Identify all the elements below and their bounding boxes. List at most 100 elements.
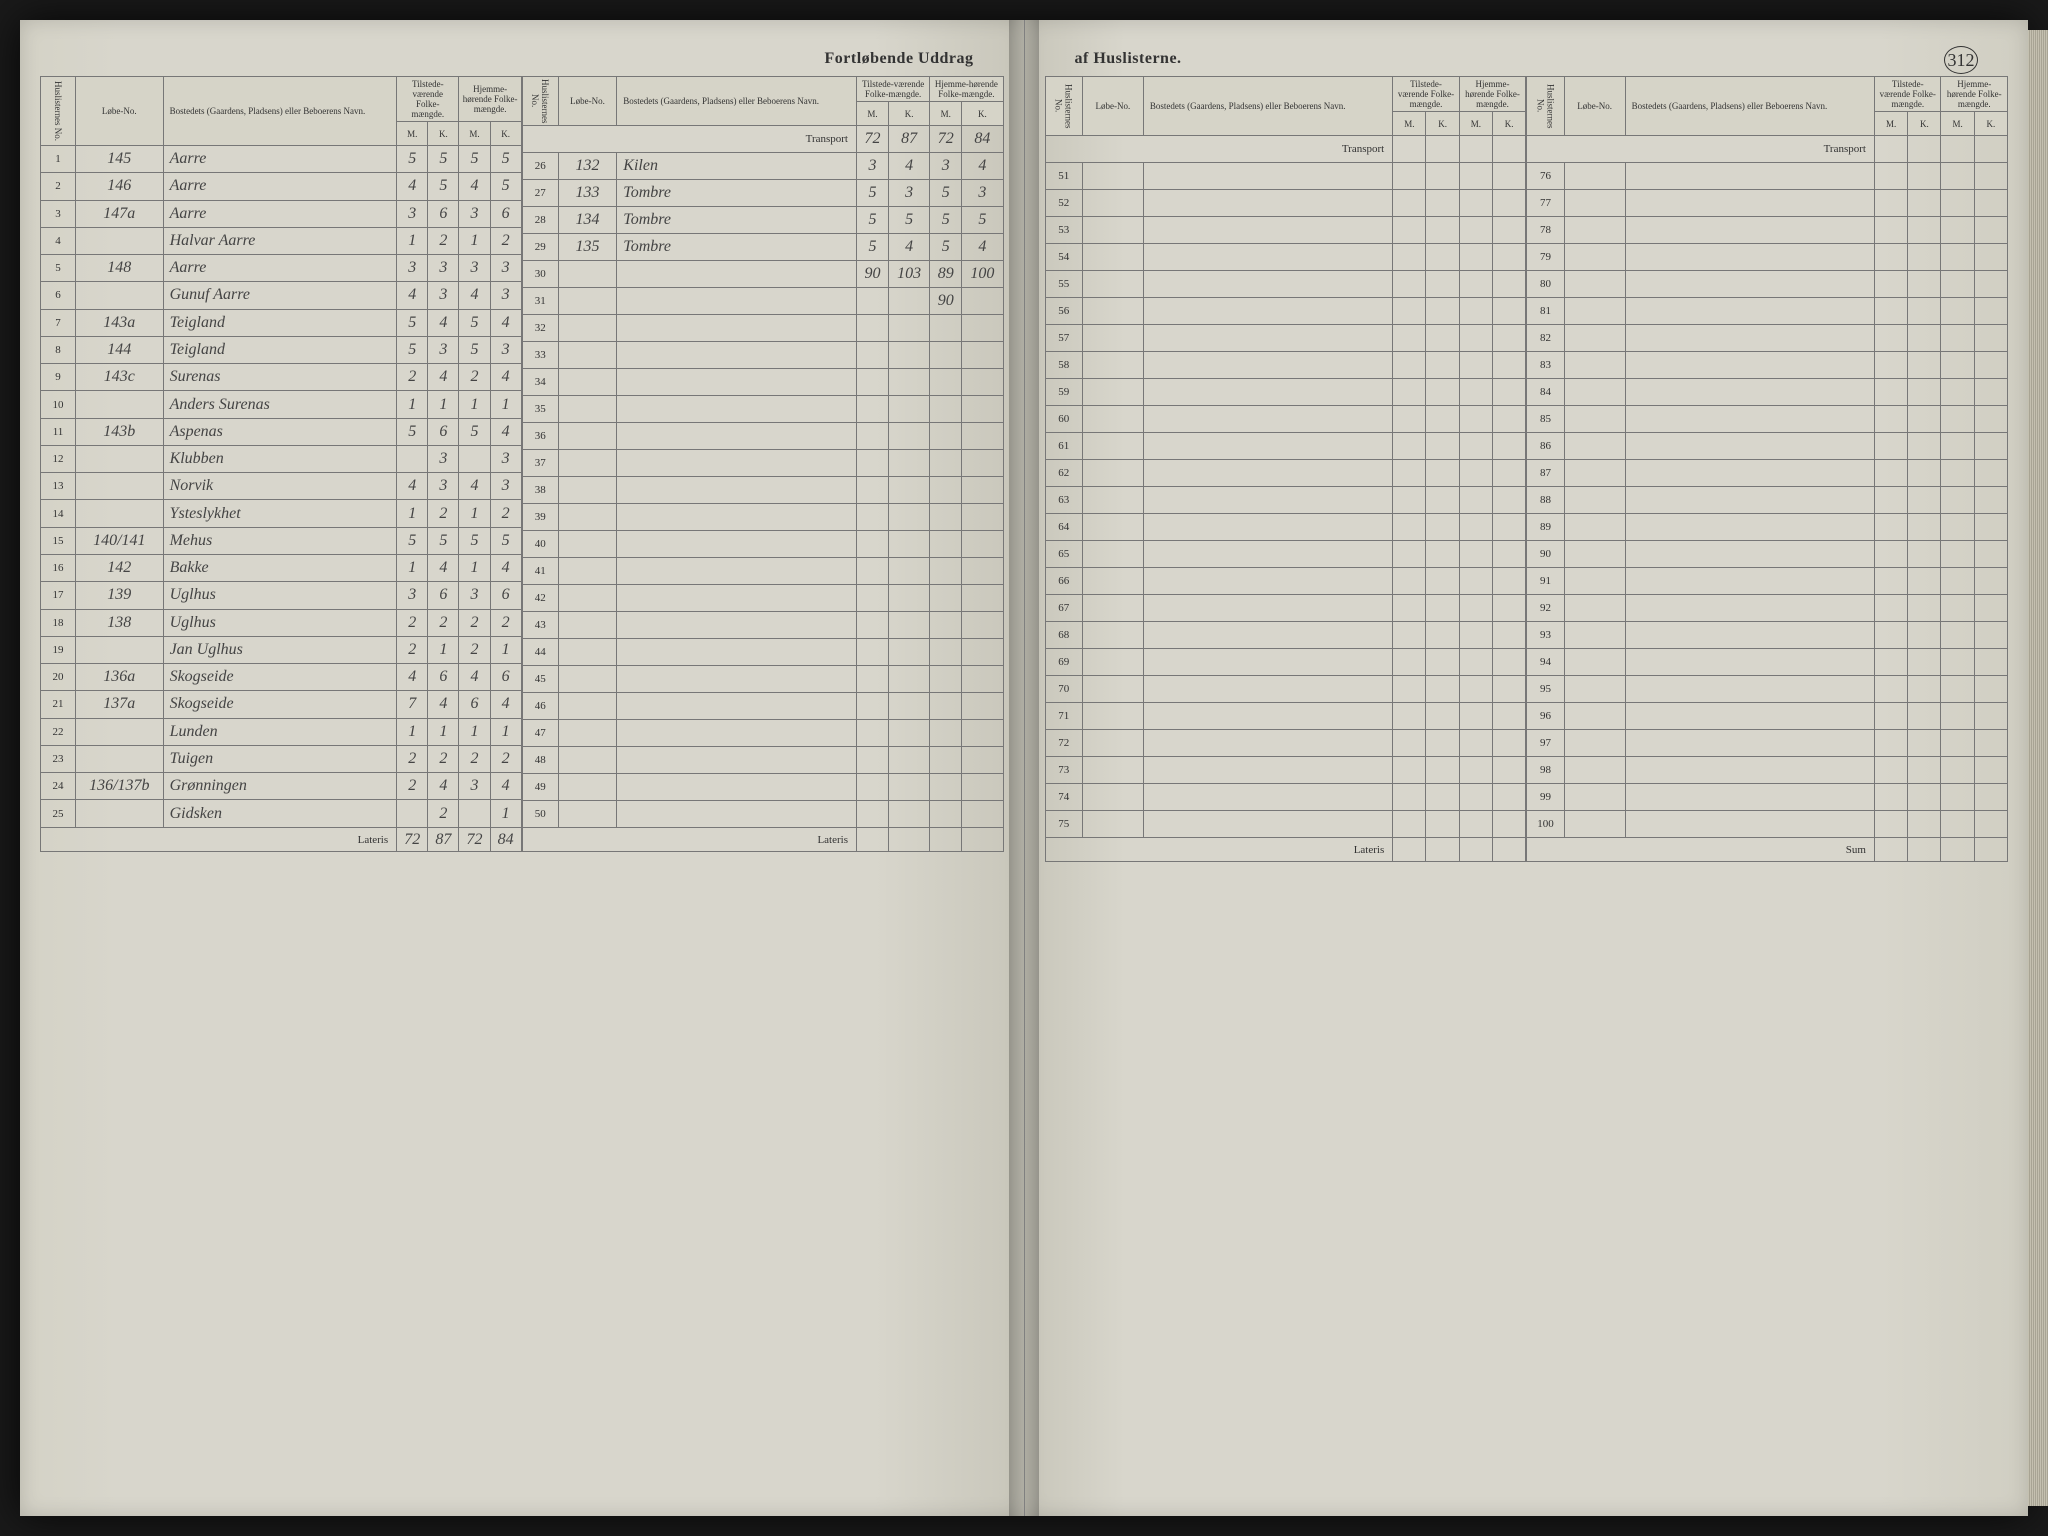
table-row: 70: [1045, 676, 1526, 703]
table-row: 75: [1045, 811, 1526, 838]
row-name: [1625, 784, 1874, 811]
row-count: 90: [930, 288, 962, 315]
row-count: 5: [459, 336, 490, 363]
row-name: [1143, 649, 1392, 676]
table-row: 39: [522, 504, 1003, 531]
row-lobe: [558, 261, 617, 288]
row-count: 5: [428, 527, 459, 554]
row-count: [1393, 622, 1426, 649]
row-count: 5: [459, 527, 490, 554]
row-count: [857, 504, 889, 531]
row-count: [962, 315, 1003, 342]
row-seq: 79: [1527, 244, 1564, 271]
table-row: 94: [1527, 649, 2008, 676]
row-count: [459, 445, 490, 472]
row-name: [617, 450, 857, 477]
row-name: Aarre: [163, 255, 397, 282]
row-count: [1974, 379, 2007, 406]
row-lobe: [1082, 541, 1143, 568]
row-count: [1874, 190, 1907, 217]
row-lobe: [1082, 487, 1143, 514]
row-seq: 62: [1045, 460, 1082, 487]
row-name: [1625, 460, 1874, 487]
row-count: [1426, 379, 1459, 406]
table-row: 8144Teigland5353: [41, 336, 522, 363]
row-count: [1492, 568, 1525, 595]
row-count: [888, 396, 929, 423]
row-lobe: [1082, 622, 1143, 649]
row-lobe: 143b: [76, 418, 164, 445]
table-row: 99: [1527, 784, 2008, 811]
row-count: [1908, 487, 1941, 514]
row-lobe: [1082, 406, 1143, 433]
row-count: [1459, 784, 1492, 811]
row-name: Bakke: [163, 554, 397, 581]
row-lobe: [558, 423, 617, 450]
row-seq: 67: [1045, 595, 1082, 622]
row-seq: 12: [41, 445, 76, 472]
row-lobe: [558, 720, 617, 747]
row-name: Gidsken: [163, 800, 397, 828]
row-name: [1625, 541, 1874, 568]
row-count: [1393, 244, 1426, 271]
row-count: 1: [397, 227, 428, 254]
row-count: 5: [857, 234, 889, 261]
row-count: [857, 747, 889, 774]
row-count: 1: [397, 718, 428, 745]
row-count: 5: [397, 146, 428, 173]
row-seq: 58: [1045, 352, 1082, 379]
row-count: [1393, 568, 1426, 595]
table-row: 61: [1045, 433, 1526, 460]
row-seq: 25: [41, 800, 76, 828]
head-hjemme: Hjemme-hørende Folke-mængde.: [930, 77, 1003, 102]
row-count: [962, 747, 1003, 774]
row-name: Skogseide: [163, 691, 397, 718]
row-count: [930, 369, 962, 396]
table-row: 42: [522, 585, 1003, 612]
row-count: [1908, 406, 1941, 433]
row-name: Aarre: [163, 146, 397, 173]
row-count: [397, 445, 428, 472]
row-count: 4: [888, 153, 929, 180]
row-count: 1: [490, 636, 521, 663]
table-row: 28134Tombre5555: [522, 207, 1003, 234]
row-count: [1941, 595, 1974, 622]
row-count: 2: [459, 745, 490, 772]
row-seq: 85: [1527, 406, 1564, 433]
row-lobe: [1082, 703, 1143, 730]
table-row: 38: [522, 477, 1003, 504]
row-lobe: [558, 396, 617, 423]
table-row: 78: [1527, 217, 2008, 244]
table-row: 65: [1045, 541, 1526, 568]
row-count: [1941, 703, 1974, 730]
row-lobe: 133: [558, 180, 617, 207]
row-seq: 52: [1045, 190, 1082, 217]
row-lobe: [1564, 811, 1625, 838]
head-m: M.: [397, 122, 428, 146]
row-count: [1941, 730, 1974, 757]
row-lobe: [76, 800, 164, 828]
row-lobe: [1564, 352, 1625, 379]
row-count: 3: [930, 153, 962, 180]
row-lobe: [1564, 568, 1625, 595]
row-count: 5: [459, 418, 490, 445]
row-count: [930, 396, 962, 423]
row-seq: 22: [41, 718, 76, 745]
row-seq: 23: [41, 745, 76, 772]
row-name: [1625, 757, 1874, 784]
row-count: [1941, 163, 1974, 190]
row-count: [930, 504, 962, 531]
row-count: [1908, 541, 1941, 568]
row-name: [1143, 325, 1392, 352]
row-count: [1874, 757, 1907, 784]
row-count: [1426, 433, 1459, 460]
table-row: 100: [1527, 811, 2008, 838]
row-count: 4: [490, 554, 521, 581]
row-seq: 100: [1527, 811, 1564, 838]
row-count: [1459, 730, 1492, 757]
row-count: 2: [490, 500, 521, 527]
row-count: [1459, 352, 1492, 379]
table-row: 36: [522, 423, 1003, 450]
row-count: 7: [397, 691, 428, 718]
row-seq: 73: [1045, 757, 1082, 784]
